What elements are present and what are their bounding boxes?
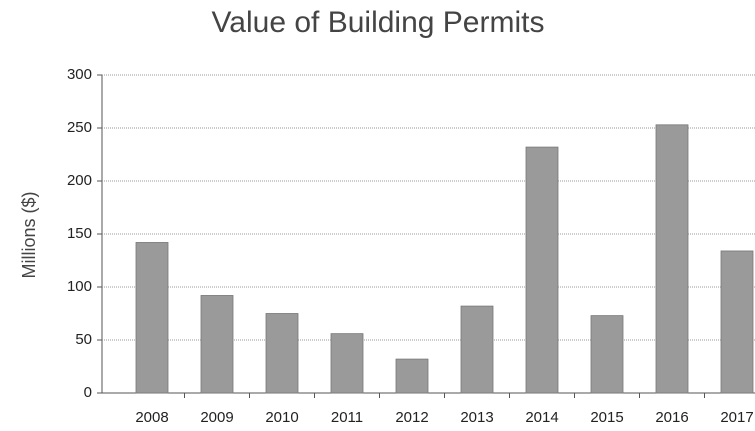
x-tick-label: 2009 xyxy=(200,409,233,426)
bar xyxy=(265,313,299,394)
x-tick-label: 2012 xyxy=(395,409,428,426)
bar xyxy=(460,305,494,394)
bar xyxy=(135,242,169,394)
bar xyxy=(720,250,754,394)
bar xyxy=(330,333,364,394)
x-tick-label: 2008 xyxy=(135,409,168,426)
x-tick-label: 2013 xyxy=(460,409,493,426)
x-tick-label: 2014 xyxy=(525,409,558,426)
y-tick-label: 200 xyxy=(67,172,92,189)
bar xyxy=(395,358,429,394)
y-axis-label: Millions ($) xyxy=(19,191,39,278)
bar xyxy=(200,295,234,394)
x-tick-label: 2016 xyxy=(655,409,688,426)
y-tick-label: 150 xyxy=(67,225,92,242)
chart-title: Value of Building Permits xyxy=(212,6,545,39)
y-tick-label: 0 xyxy=(84,384,92,401)
y-tick-label: 50 xyxy=(75,331,92,348)
bar xyxy=(590,315,624,394)
y-tick-label: 250 xyxy=(67,119,92,136)
x-tick-label: 2011 xyxy=(331,409,363,426)
y-tick-label: 300 xyxy=(67,66,92,83)
bar xyxy=(655,124,689,394)
x-tick-label: 2017 xyxy=(720,409,753,426)
bar xyxy=(525,146,559,394)
x-tick-label: 2010 xyxy=(265,409,298,426)
x-tick-label: 2015 xyxy=(590,409,623,426)
y-tick-label: 100 xyxy=(67,278,92,295)
